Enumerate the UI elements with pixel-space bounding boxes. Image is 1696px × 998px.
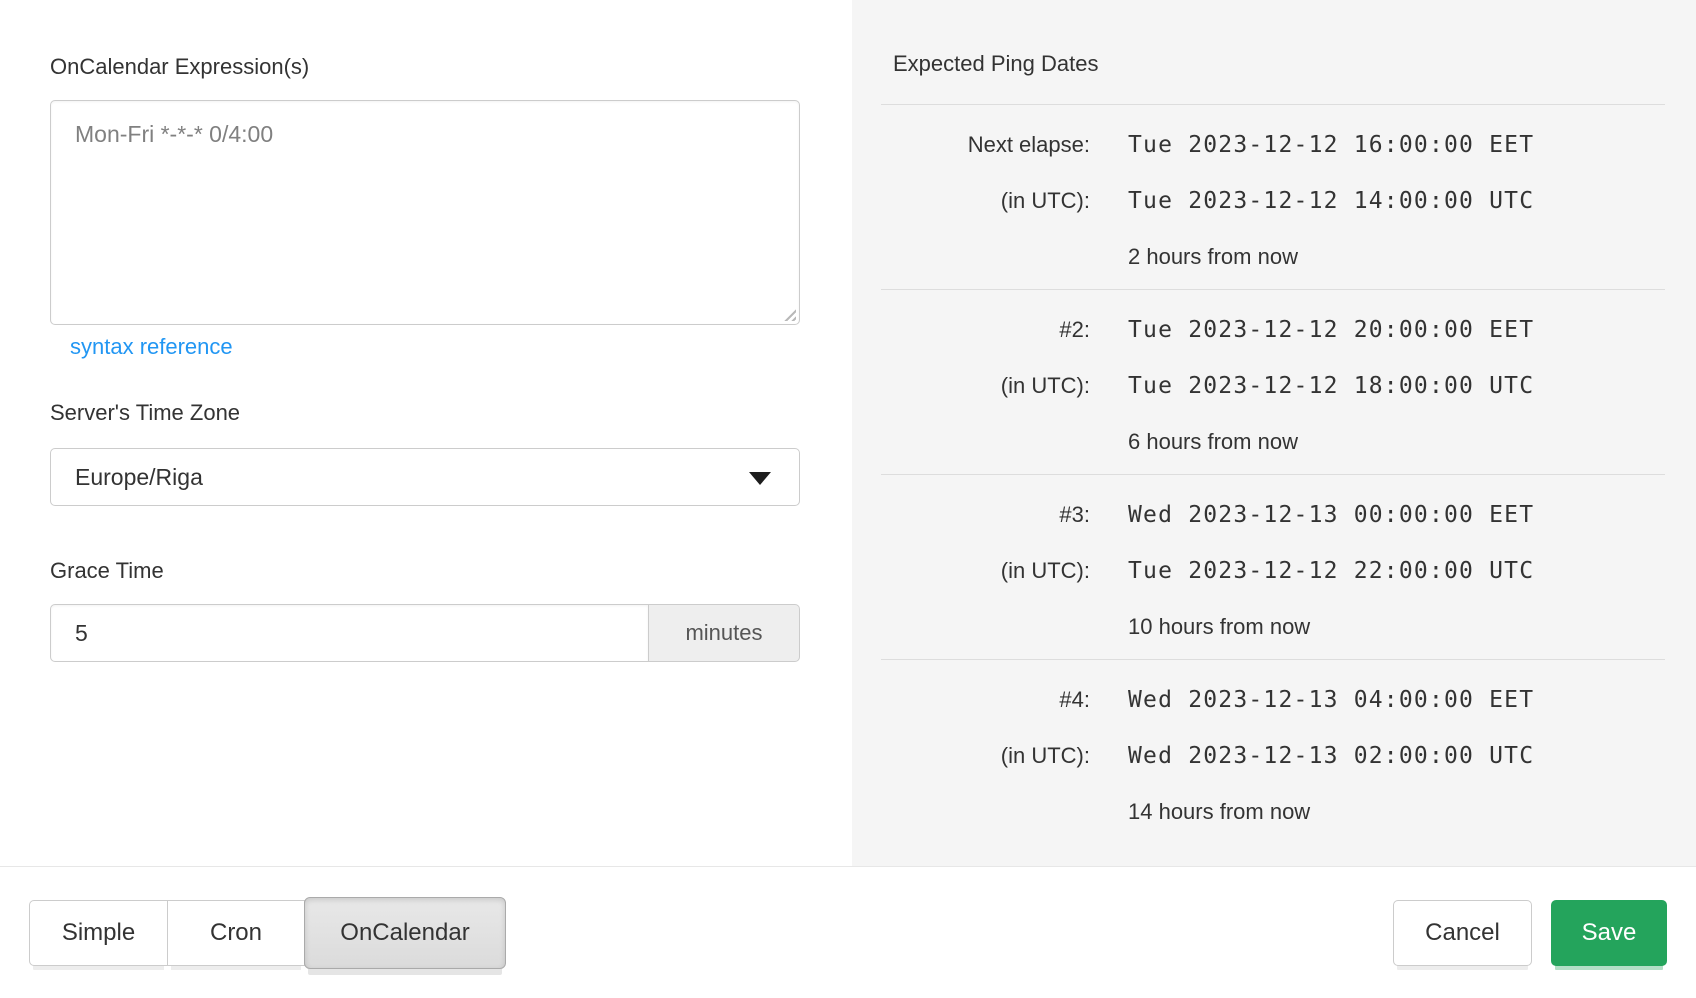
timezone-select[interactable]: Europe/Riga: [50, 448, 800, 506]
ping-relative-time: 6 hours from now: [1128, 429, 1298, 454]
ping-local-datetime: Wed 2023-12-13 00:00:00 EET: [1128, 502, 1535, 528]
panel-divider: [881, 104, 1665, 105]
ping-relative-time: 10 hours from now: [1128, 614, 1311, 639]
grace-time-unit: minutes: [649, 604, 800, 662]
ping-row-label: Next elapse:: [967, 132, 1090, 157]
ping-utc-datetime: Tue 2023-12-12 14:00:00 UTC: [1128, 188, 1535, 214]
ping-utc-label: (in UTC):: [1000, 188, 1090, 213]
grace-time-input[interactable]: [50, 604, 649, 662]
timezone-label: Server's Time Zone: [50, 400, 241, 425]
expression-textarea[interactable]: Mon-Fri *-*-* 0/4:00: [50, 100, 800, 325]
ping-local-datetime: Tue 2023-12-12 16:00:00 EET: [1128, 132, 1535, 158]
ping-relative-time: 2 hours from now: [1128, 244, 1298, 269]
expected-ping-dates-panel: Expected Ping Dates Next elapse: Tue 202…: [852, 0, 1696, 866]
syntax-reference-link[interactable]: syntax reference: [70, 334, 233, 359]
expression-textarea-wrap: Mon-Fri *-*-* 0/4:00: [50, 100, 800, 325]
ping-utc-datetime: Tue 2023-12-12 18:00:00 UTC: [1128, 373, 1535, 399]
ping-row-label: #2:: [1059, 317, 1090, 342]
expression-label: OnCalendar Expression(s): [50, 54, 310, 79]
mode-button-oncalendar[interactable]: OnCalendar: [304, 897, 506, 969]
mode-button-cron[interactable]: Cron: [167, 900, 305, 966]
ping-utc-label: (in UTC):: [1000, 373, 1090, 398]
ping-utc-label: (in UTC):: [1000, 558, 1090, 583]
ping-local-datetime: Wed 2023-12-13 04:00:00 EET: [1128, 687, 1535, 713]
ping-utc-datetime: Tue 2023-12-12 22:00:00 UTC: [1128, 558, 1535, 584]
chevron-down-icon: [749, 472, 771, 485]
grace-time-group: minutes: [50, 604, 800, 662]
ping-utc-label: (in UTC):: [1000, 743, 1090, 768]
ping-date-group: #2: Tue 2023-12-12 20:00:00 EET (in UTC)…: [881, 290, 1665, 475]
ping-date-group: Next elapse: Tue 2023-12-12 16:00:00 EET…: [881, 105, 1665, 290]
mode-button-simple[interactable]: Simple: [29, 900, 168, 966]
ping-local-datetime: Tue 2023-12-12 20:00:00 EET: [1128, 317, 1535, 343]
ping-row-label: #4:: [1059, 687, 1090, 712]
schedule-mode-button-group: Simple Cron OnCalendar: [29, 897, 506, 969]
save-button[interactable]: Save: [1551, 900, 1667, 966]
panel-title: Expected Ping Dates: [893, 51, 1099, 76]
cancel-button[interactable]: Cancel: [1393, 900, 1532, 966]
ping-utc-datetime: Wed 2023-12-13 02:00:00 UTC: [1128, 743, 1535, 769]
timezone-selected-value: Europe/Riga: [75, 463, 203, 490]
ping-date-group: #4: Wed 2023-12-13 04:00:00 EET (in UTC)…: [881, 660, 1665, 844]
ping-relative-time: 14 hours from now: [1128, 799, 1311, 824]
dialog-footer: Simple Cron OnCalendar Cancel Save: [0, 866, 1696, 998]
ping-row-label: #3:: [1059, 502, 1090, 527]
grace-time-label: Grace Time: [50, 558, 164, 583]
ping-date-group: #3: Wed 2023-12-13 00:00:00 EET (in UTC)…: [881, 475, 1665, 660]
